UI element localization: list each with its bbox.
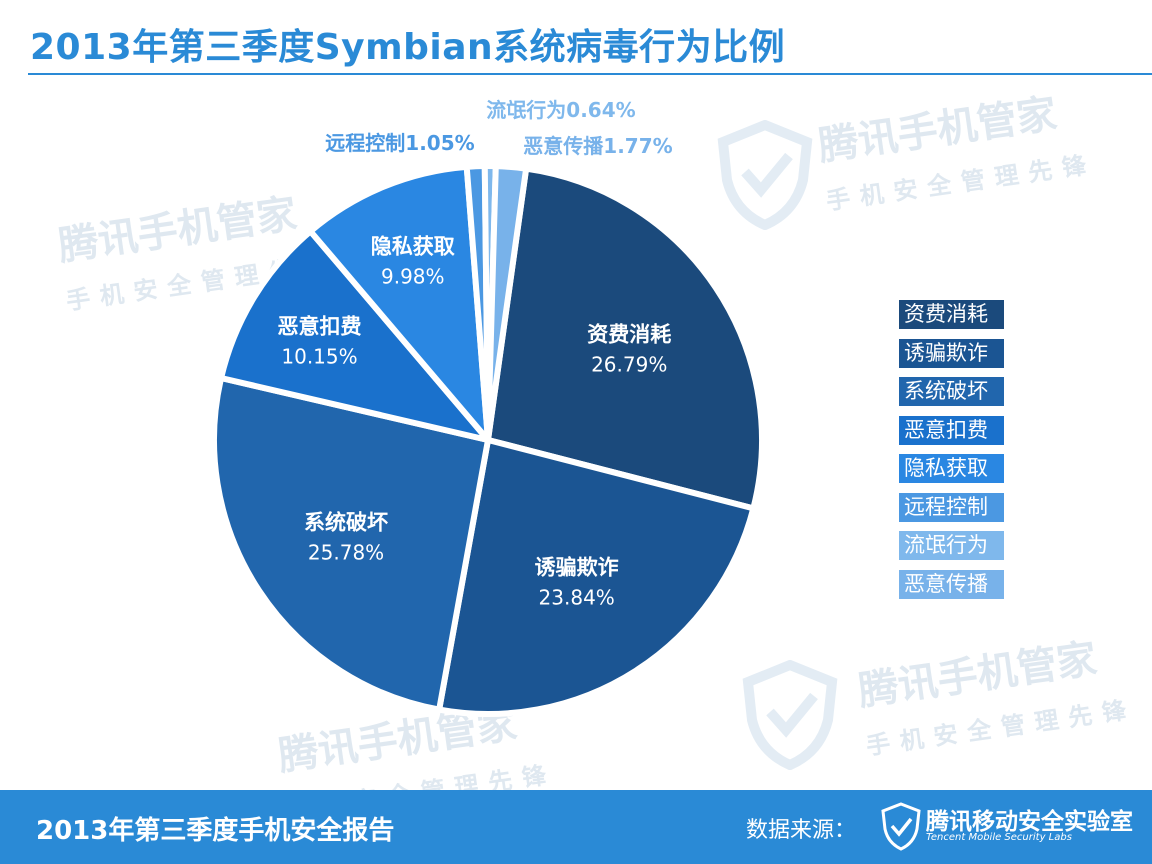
shield-logo-icon [881, 802, 921, 851]
slice-label: 隐私获取 [371, 235, 455, 259]
watermark-shield-icon [717, 120, 813, 230]
labs-logo-text: 腾讯移动安全实验室 [926, 809, 1133, 835]
footer-source-label: 数据来源： [746, 818, 857, 843]
legend-item: 流氓行为 [899, 531, 1004, 560]
pie-slice [485, 165, 765, 512]
legend-item: 恶意扣费 [899, 415, 1004, 445]
slice-value-label: 25.78% [308, 540, 384, 564]
pie-slice [218, 228, 491, 443]
slice-value-label: 10.15% [281, 344, 357, 368]
chart-legend: 资费消耗诱骗欺诈系统破坏恶意扣费隐私获取远程控制流氓行为恶意传播 [899, 300, 1009, 608]
slice-label: 诱骗欺诈 [535, 555, 619, 579]
pie-slice [211, 375, 491, 713]
pie-slice [485, 163, 530, 443]
legend-item: 恶意传播 [899, 569, 1004, 599]
slice-outside-label: 远程控制1.05% [325, 131, 474, 155]
chart-title: 2013年第三季度Symbian系统病毒行为比例 [30, 27, 786, 68]
legend-item: 隐私获取 [899, 454, 1004, 483]
legend-item: 诱骗欺诈 [899, 338, 1004, 368]
slice-outside-label: 流氓行为0.64% [486, 98, 635, 122]
legend-item: 远程控制 [899, 492, 1004, 522]
slice-label: 恶意扣费 [278, 314, 362, 338]
slice-label: 资费消耗 [587, 323, 671, 347]
slice-value-label: 9.98% [381, 265, 445, 289]
title-divider [28, 73, 1152, 75]
footer-report-title: 2013年第三季度手机安全报告 [36, 816, 395, 846]
pie-slice [307, 163, 491, 443]
legend-item: 系统破坏 [899, 377, 1004, 406]
slice-label: 系统破坏 [304, 510, 388, 534]
labs-logo-subtext: Tencent Mobile Security Labs [926, 832, 1072, 843]
footer-bar: 2013年第三季度手机安全报告 数据来源： 腾讯移动安全实验室 Tencent … [0, 790, 1152, 864]
slice-value-label: 23.84% [539, 585, 615, 609]
slice-outside-label: 恶意传播1.77% [523, 134, 672, 158]
labs-logo: 腾讯移动安全实验室 Tencent Mobile Security Labs [880, 800, 1133, 854]
watermark-shield-icon [742, 660, 838, 770]
slice-value-label: 26.79% [591, 353, 667, 377]
legend-item: 资费消耗 [899, 300, 1004, 329]
pie-slice [436, 437, 757, 717]
